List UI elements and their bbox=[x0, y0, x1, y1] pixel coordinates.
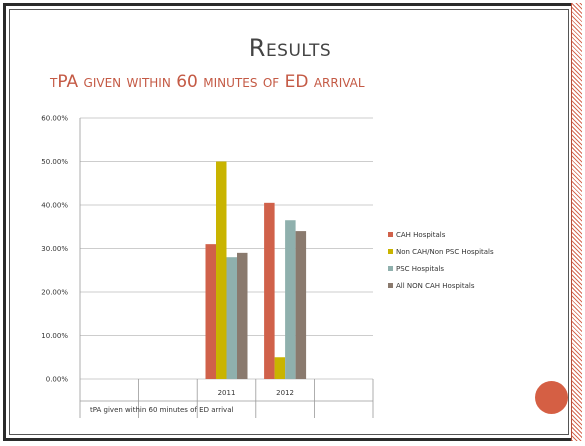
legend-swatch bbox=[388, 232, 393, 237]
legend-label: PSC Hospitals bbox=[396, 265, 444, 273]
y-tick-label: 30.00% bbox=[41, 245, 68, 253]
slide-frame-inner bbox=[9, 9, 569, 435]
bar bbox=[216, 161, 227, 379]
y-tick-label: 20.00% bbox=[41, 289, 68, 297]
y-tick-label: 40.00% bbox=[41, 202, 68, 210]
y-tick-label: 60.00% bbox=[41, 115, 68, 123]
bar bbox=[274, 357, 286, 379]
bar bbox=[285, 220, 296, 379]
decorative-hatched-band bbox=[571, 3, 582, 441]
legend-swatch bbox=[388, 266, 393, 271]
y-tick-label: 10.00% bbox=[41, 332, 68, 340]
x-axis-title: tPA given within 60 minutes of ED arriva… bbox=[90, 406, 233, 414]
legend-swatch bbox=[388, 249, 393, 254]
slide-subtitle: tPA given within 60 minutes of ED arriva… bbox=[50, 72, 365, 92]
legend-label: Non CAH/Non PSC Hospitals bbox=[396, 248, 494, 256]
slide-title: Results bbox=[248, 34, 332, 62]
bar bbox=[237, 252, 248, 379]
legend-swatch bbox=[388, 283, 393, 288]
bar bbox=[226, 257, 237, 379]
bar bbox=[295, 231, 307, 379]
legend-label: All NON CAH Hospitals bbox=[396, 282, 475, 290]
legend-label: CAH Hospitals bbox=[396, 231, 446, 239]
axis-labels: 0.00% 10.00% 20.00% 30.00% 40.00% 50.00% 60.00… bbox=[41, 115, 294, 415]
y-tick-label: 50.00% bbox=[41, 158, 68, 166]
x-category-label: 2011 bbox=[218, 389, 236, 397]
decorative-circle bbox=[535, 381, 568, 414]
bar bbox=[205, 244, 216, 379]
axes bbox=[79, 118, 374, 418]
bar bbox=[264, 202, 275, 379]
y-tick-label: 0.00% bbox=[46, 376, 69, 384]
bars bbox=[205, 161, 307, 379]
x-category-label: 2012 bbox=[276, 389, 294, 397]
chart-legend: CAH Hospitals Non CAH/Non PSC Hospitals PS… bbox=[388, 231, 494, 290]
